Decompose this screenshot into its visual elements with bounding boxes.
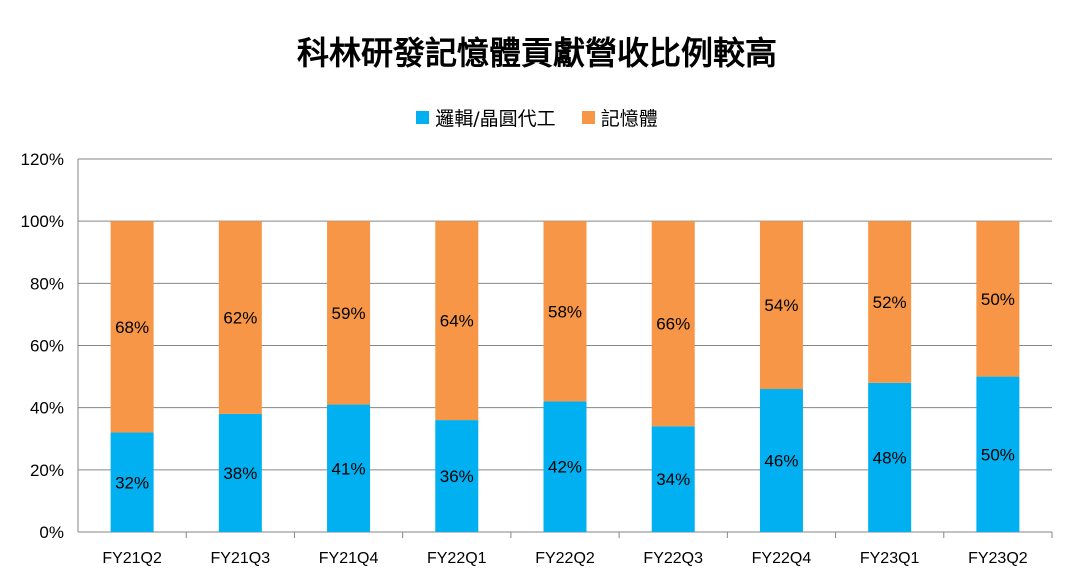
x-tick-label: FY21Q4 [319, 550, 379, 567]
bar-memory [651, 221, 695, 427]
data-label: 38% [223, 464, 257, 483]
bar-memory [759, 221, 803, 390]
bar-logic-foundry [651, 426, 695, 532]
bar-logic-foundry [868, 382, 912, 532]
data-label: 52% [873, 293, 907, 312]
legend-item-memory: 記憶體 [581, 104, 658, 131]
x-tick-label: FY21Q3 [211, 550, 271, 567]
bar-memory [543, 221, 587, 402]
data-label: 50% [981, 445, 1015, 464]
data-label: 34% [656, 470, 690, 489]
data-label: 48% [873, 448, 907, 467]
legend-label: 記憶體 [600, 108, 658, 130]
bar-logic-foundry [759, 389, 803, 532]
bar-memory [110, 221, 154, 433]
bar-logic-foundry [543, 401, 587, 532]
data-label: 32% [115, 473, 149, 492]
bar-logic-foundry [110, 432, 154, 532]
bar-memory [868, 221, 912, 383]
data-label: 64% [440, 312, 474, 331]
data-label: 46% [764, 452, 798, 471]
y-tick-label: 40% [30, 399, 64, 418]
y-tick-label: 20% [30, 461, 64, 480]
legend-item-logic-foundry: 邏輯/晶圓代工 [416, 104, 556, 131]
y-tick-label: 0% [39, 523, 64, 542]
data-label: 50% [981, 290, 1015, 309]
data-label: 41% [332, 459, 366, 478]
data-label: 59% [332, 304, 366, 323]
bar-memory [976, 221, 1020, 377]
bar-logic-foundry [976, 376, 1020, 532]
bar-logic-foundry [435, 420, 479, 532]
data-label: 54% [764, 296, 798, 315]
x-tick-label: FY23Q2 [968, 550, 1028, 567]
x-tick-label: FY22Q3 [643, 550, 703, 567]
legend: 邏輯/晶圓代工 記憶體 [0, 104, 1074, 131]
legend-label: 邏輯/晶圓代工 [435, 108, 556, 130]
bar-logic-foundry [218, 413, 262, 532]
y-tick-label: 120% [21, 150, 64, 169]
x-tick-label: FY22Q1 [427, 550, 487, 567]
y-tick-label: 60% [30, 337, 64, 356]
data-label: 58% [548, 302, 582, 321]
x-tick-label: FY21Q2 [102, 550, 162, 567]
legend-swatch-logic-foundry [416, 111, 430, 124]
data-label: 66% [656, 315, 690, 334]
y-tick-label: 80% [30, 274, 64, 293]
data-label: 68% [115, 318, 149, 337]
x-tick-label: FY22Q2 [535, 550, 595, 567]
bar-memory [435, 221, 479, 421]
data-label: 36% [440, 467, 474, 486]
legend-swatch-memory [581, 111, 595, 124]
chart-title: 科林研發記憶體貢獻營收比例較高 [296, 34, 777, 72]
bar-memory [327, 221, 371, 405]
bar-memory [218, 221, 262, 414]
x-tick-label: FY22Q4 [752, 550, 812, 567]
data-label: 62% [223, 309, 257, 328]
y-tick-label: 100% [21, 212, 64, 231]
data-label: 42% [548, 458, 582, 477]
x-tick-label: FY23Q1 [860, 550, 920, 567]
bar-logic-foundry [327, 404, 371, 532]
